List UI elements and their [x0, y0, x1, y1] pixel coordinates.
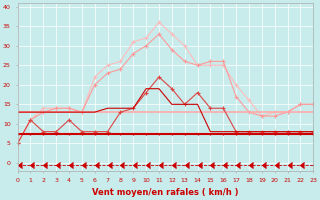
X-axis label: Vent moyen/en rafales ( km/h ): Vent moyen/en rafales ( km/h ): [92, 188, 239, 197]
